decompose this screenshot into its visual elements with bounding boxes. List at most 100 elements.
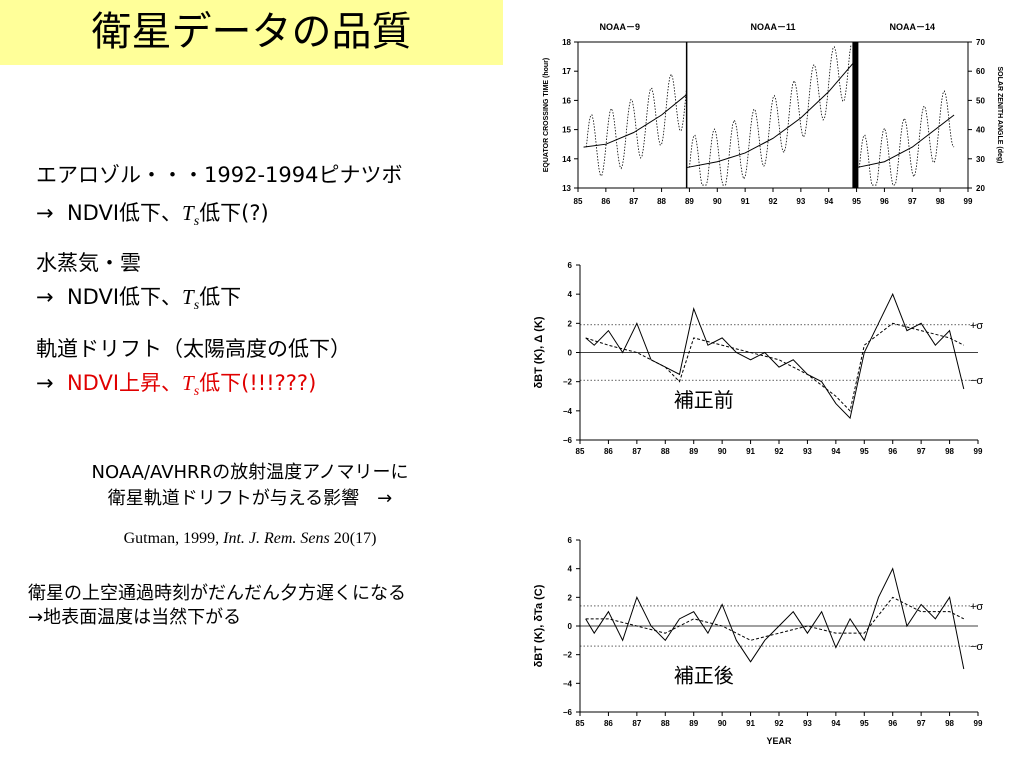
chart1-seasonal-line [689,44,852,186]
chart3-xtick-label: 87 [632,719,641,728]
chart1-ytick-right-label: 40 [976,126,985,135]
chart1-ytick-label: 13 [562,184,571,193]
chart2-xtick-label: 99 [974,447,983,456]
chart3-series-solid [585,567,965,670]
chart1-xtick-label: 95 [852,197,861,206]
chart1-frame [577,41,969,189]
bullet-2-line1: 水蒸気・雲 [36,251,141,275]
chart2-ytick-label: 0 [568,349,573,358]
chart1-xtick-label: 87 [629,197,638,206]
chart3-ytick-label: 6 [568,536,573,545]
chart2-xtick-label: 96 [888,447,897,456]
chart1-trend-line [856,114,955,169]
chart1-separator-bar [852,42,859,188]
chart3-xtick-label: 96 [888,719,897,728]
chart1-ytick-label: 17 [562,67,571,76]
chart3-ytick-label: 2 [568,593,573,602]
chart1-xtick-label: 94 [824,197,833,206]
chart3-xtick-label: 93 [803,719,812,728]
chart3-xtick-label: 98 [945,719,954,728]
chart1-ytick-label: 15 [562,126,571,135]
note-line1: 衛星の上空通過時刻がだんだん夕方遅くになる [28,583,406,604]
chart2-series-dashed [585,322,965,412]
chart3-xtick-label: 92 [775,719,784,728]
chart3-panel-label: 補正後 [674,664,734,687]
caption: NOAA/AVHRRの放射温度アノマリーに 衛星軌道ドリフトが与える影響 → [30,460,470,512]
chart2-ytick-label: 6 [568,261,573,270]
chart1-ytick-label: 18 [562,38,571,47]
chart2-series-solid [585,292,965,420]
chart2-xtick-label: 98 [945,447,954,456]
caption-line1: NOAA/AVHRRの放射温度アノマリーに [91,462,409,483]
bullet-1-line1: エアロゾル・・・1992-1994ピナツボ [36,163,403,187]
chart1-ytick-label: 14 [562,155,571,164]
chart2-xtick-label: 88 [661,447,670,456]
note-line2: →地表面温度は当然下がる [28,607,242,628]
chart1-seasonal-line [585,73,688,177]
chart3-ytick-label: −2 [563,651,573,660]
chart2-ylabel: δBT (K), Δ (K) [533,316,545,388]
caption-line2: 衛星軌道ドリフトが与える影響 → [107,488,393,509]
chart1-ylabel-left: EQUATOR CROSSING TIME (hour) [543,58,550,172]
chart1-xtick-label: 88 [657,197,666,206]
chart2-xtick-label: 86 [604,447,613,456]
title-banner [0,0,503,65]
chart1-satellite-label: NOAA－11 [750,22,795,32]
chart3-xtick-label: 99 [974,719,983,728]
chart1-xtick-label: 96 [880,197,889,206]
chart3-xtick-label: 89 [689,719,698,728]
chart1-xtick-label: 91 [741,197,750,206]
chart2-xtick-label: 85 [576,447,585,456]
bullet-3-line2: → NDVI上昇、Ts低下(!!!???) [36,371,317,399]
page-title: 衛星データの品質 [91,9,412,55]
chart2-sigma-plus-label: +σ [970,320,983,332]
chart2-xtick-label: 97 [917,447,926,456]
chart3-ytick-label: −6 [563,708,573,717]
citation: Gutman, 1999, Int. J. Rem. Sens 20(17) [123,530,377,547]
chart3-xtick-label: 97 [917,719,926,728]
chart1-seasonal-line [858,90,955,186]
chart2-xtick-label: 89 [689,447,698,456]
chart2-sigma-minus-label: −σ [970,375,983,387]
chart1-xtick-label: 89 [685,197,694,206]
bullet-3-line1: 軌道ドリフト（太陽高度の低下） [36,337,351,361]
chart1-ytick-right-label: 30 [976,155,985,164]
chart1-xtick-label: 92 [769,197,778,206]
chart2-ytick-label: −4 [563,407,573,416]
bullet-1-line2: → NDVI低下、Ts低下(?) [36,201,269,229]
chart2-xtick-label: 93 [803,447,812,456]
chart2-ytick-label: 2 [568,319,573,328]
chart2-panel-label: 補正前 [674,389,734,412]
chart3-ylabel: δBT (K), δTa (C) [533,584,545,667]
chart2-xtick-label: 87 [632,447,641,456]
chart1-ylabel-right: SOLAR ZENITH ANGLE (deg) [996,67,1003,164]
chart1-xtick-label: 98 [936,197,945,206]
chart2-xtick-label: 90 [718,447,727,456]
chart1-trend-line [583,94,687,148]
chart2-xtick-label: 92 [775,447,784,456]
chart3-xtick-label: 90 [718,719,727,728]
chart1-ytick-right-label: 60 [976,67,985,76]
chart1-xtick-label: 97 [908,197,917,206]
chart1-xtick-label: 99 [964,197,973,206]
chart1-xtick-label: 93 [796,197,805,206]
chart2-ytick-label: 4 [568,290,573,299]
chart1-ytick-right-label: 20 [976,184,985,193]
chart3-xtick-label: 95 [860,719,869,728]
chart1-xtick-label: 90 [713,197,722,206]
chart2-xtick-label: 91 [746,447,755,456]
chart1-satellite-label: NOAA－14 [890,22,936,32]
chart3-xtick-label: 94 [831,719,840,728]
chart2-ytick-label: −6 [563,436,573,445]
chart3-xtick-label: 85 [576,719,585,728]
chart3-xtick-label: 88 [661,719,670,728]
chart3-sigma-minus-label: −σ [970,641,983,653]
chart3-sigma-plus-label: +σ [970,601,983,613]
chart3-xtick-label: 86 [604,719,613,728]
chart3-ytick-label: 4 [568,565,573,574]
chart1-xtick-label: 85 [574,197,583,206]
chart1-trend-line [686,62,855,169]
chart1-satellite-label: NOAA－9 [600,22,641,32]
chart1-ytick-label: 16 [562,96,571,105]
